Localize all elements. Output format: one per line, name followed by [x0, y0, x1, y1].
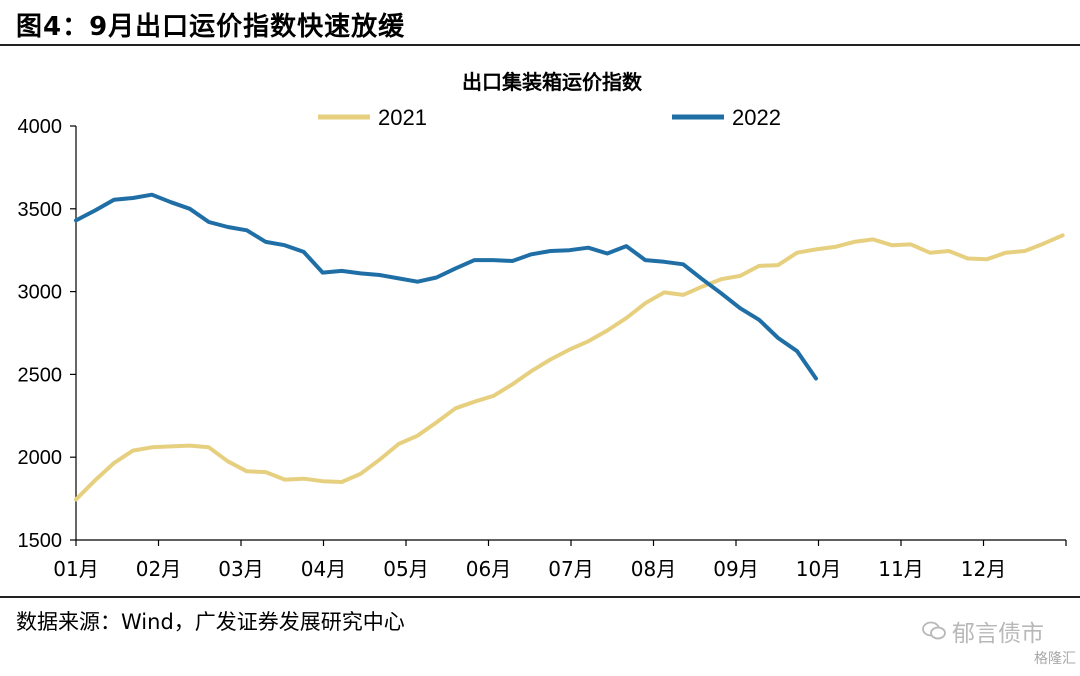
x-tick-label: 02月 — [136, 557, 181, 581]
bottom-divider — [0, 596, 1080, 598]
y-tick-label: 2500 — [18, 364, 63, 386]
x-tick-label: 10月 — [796, 557, 841, 581]
series-line-2022 — [74, 192, 818, 381]
line-chart: 出口集装箱运价指数 2021 2022 1500 2000 2500 3000 3500… — [18, 70, 1067, 581]
watermark: 郁言债市 — [922, 614, 1044, 648]
x-tick-label: 04月 — [301, 557, 346, 581]
x-tick-label: 08月 — [631, 557, 676, 581]
y-tick-label: 3000 — [18, 282, 63, 304]
chart-title: 出口集装箱运价指数 — [462, 70, 643, 94]
x-tick-label: 09月 — [713, 557, 758, 581]
watermark-text: 郁言债市 — [952, 621, 1044, 647]
legend: 2021 2022 — [318, 105, 781, 130]
series-line-2021 — [74, 233, 1065, 502]
x-tick-label: 06月 — [466, 557, 511, 581]
series-layer — [74, 192, 1065, 502]
top-divider — [0, 44, 1080, 46]
y-axis: 1500 2000 2500 3000 3500 4000 — [18, 116, 77, 552]
x-tick-label: 01月 — [53, 557, 98, 581]
y-tick-label: 2000 — [18, 447, 63, 469]
watermark-secondary: 格隆汇 — [1034, 651, 1076, 667]
source-note: 数据来源：Wind，广发证券发展研究中心 — [16, 610, 405, 634]
x-tick-label: 05月 — [383, 557, 428, 581]
y-tick-label: 4000 — [18, 116, 63, 138]
figure-title: 图4：9月出口运价指数快速放缓 — [16, 12, 406, 42]
x-tick-label: 12月 — [961, 557, 1006, 581]
legend-label-2022: 2022 — [732, 105, 781, 130]
y-tick-label: 3500 — [18, 199, 63, 221]
y-tick-label: 1500 — [18, 530, 63, 552]
x-tick-label: 07月 — [548, 557, 593, 581]
wechat-icon — [922, 621, 946, 647]
legend-label-2021: 2021 — [378, 105, 427, 130]
x-axis: 01月 02月 03月 04月 05月 06月 07月 08月 09月 10月 11月 12月 — [53, 539, 1067, 581]
x-tick-label: 03月 — [218, 557, 263, 581]
x-tick-label: 11月 — [878, 557, 923, 581]
